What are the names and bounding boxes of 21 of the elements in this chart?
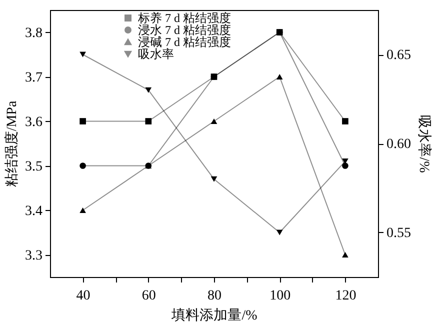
legend-label: 标养 7 d 粘结强度 bbox=[137, 11, 231, 25]
y-tick-label: 3.7 bbox=[25, 70, 42, 86]
y2-tick-label: 0.60 bbox=[386, 137, 411, 152]
y2-tick-label: 0.55 bbox=[386, 226, 411, 241]
y2-tick-label: 0.65 bbox=[386, 48, 411, 63]
x-axis-title: 填料添加量/% bbox=[170, 308, 258, 324]
x-tick-label: 40 bbox=[76, 288, 90, 304]
y-tick-label: 3.8 bbox=[25, 26, 42, 41]
y-tick-label: 3.5 bbox=[25, 159, 42, 174]
x-tick-label: 80 bbox=[208, 288, 222, 304]
y-tick-label: 3.3 bbox=[25, 248, 42, 264]
x-tick-label: 100 bbox=[270, 288, 291, 304]
y-tick-label: 3.6 bbox=[25, 114, 42, 130]
legend-label: 吸水率 bbox=[138, 47, 174, 61]
legend-label: 浸碱 7 d 粘结强度 bbox=[138, 35, 231, 49]
y2-axis-title: 吸水率/% bbox=[416, 115, 432, 174]
x-tick-label: 60 bbox=[142, 288, 156, 304]
legend-label: 浸水 7 d 粘结强度 bbox=[138, 23, 231, 37]
x-tick-label: 120 bbox=[335, 288, 356, 304]
y-axis-title: 粘结强度/MPa bbox=[4, 100, 20, 188]
y-tick-label: 3.4 bbox=[25, 204, 42, 219]
